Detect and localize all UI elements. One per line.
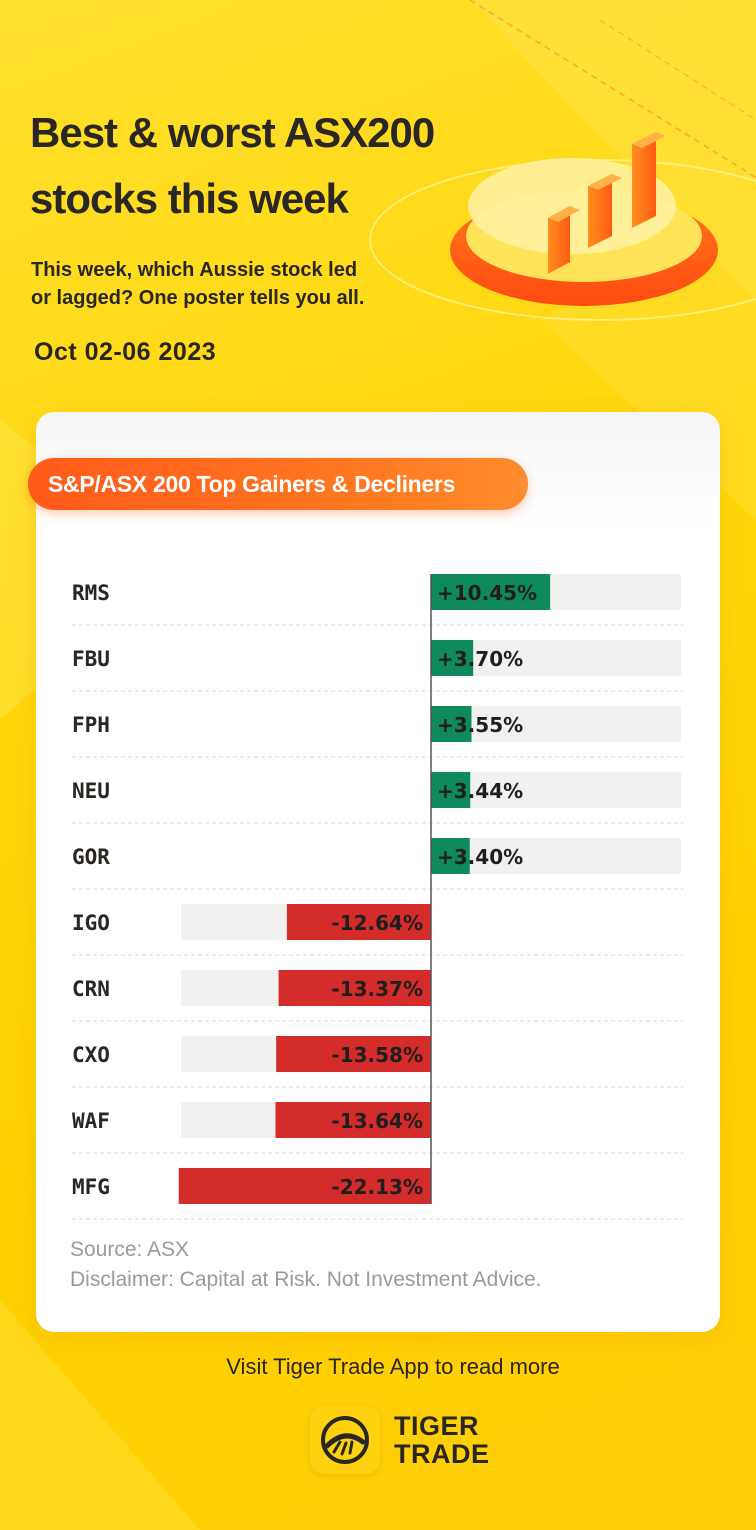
disclaimer-note: Disclaimer: Capital at Risk. Not Investm… bbox=[70, 1268, 542, 1291]
value-label-crn: -13.37% bbox=[331, 977, 423, 1001]
category-label-neu: NEU bbox=[72, 779, 110, 803]
value-label-mfg: -22.13% bbox=[331, 1175, 423, 1199]
title-line-2: stocks this week bbox=[30, 175, 349, 222]
bar-gor bbox=[431, 838, 470, 874]
bar-waf bbox=[275, 1102, 431, 1138]
value-label-igo: -12.64% bbox=[331, 911, 423, 935]
bar-track-fph bbox=[431, 706, 681, 742]
date-range: Oct 02-06 2023 bbox=[34, 338, 217, 366]
category-label-waf: WAF bbox=[72, 1109, 110, 1133]
value-label-rms: +10.45% bbox=[437, 581, 537, 605]
category-label-rms: RMS bbox=[72, 581, 110, 605]
bar-crn bbox=[278, 970, 431, 1006]
value-label-neu: +3.44% bbox=[437, 779, 523, 803]
bar-track-gor bbox=[431, 838, 681, 874]
category-label-fph: FPH bbox=[72, 713, 110, 737]
bar-rms bbox=[431, 574, 551, 610]
bar-track-neu bbox=[431, 772, 681, 808]
bar-fph bbox=[431, 706, 472, 742]
category-label-mfg: MFG bbox=[72, 1175, 110, 1199]
page-title: Best & worst ASX200 stocks this week bbox=[30, 100, 470, 232]
category-label-crn: CRN bbox=[72, 977, 110, 1001]
visit-app-link[interactable]: Visit Tiger Trade App to read more bbox=[226, 1354, 560, 1379]
bar-fbu bbox=[431, 640, 474, 676]
rising-bar-chart-icon bbox=[450, 132, 718, 306]
value-label-waf: -13.64% bbox=[331, 1109, 423, 1133]
subtitle: This week, which Aussie stock led or lag… bbox=[31, 256, 431, 312]
title-line-1: Best & worst ASX200 bbox=[30, 109, 435, 156]
source-note: Source: ASX bbox=[70, 1238, 190, 1261]
bar-cxo bbox=[276, 1036, 431, 1072]
tiger-trade-logo[interactable] bbox=[310, 1406, 380, 1474]
bar-neu bbox=[431, 772, 471, 808]
category-label-fbu: FBU bbox=[72, 647, 110, 671]
value-label-fph: +3.55% bbox=[437, 713, 523, 737]
category-label-cxo: CXO bbox=[72, 1043, 110, 1067]
bar-igo bbox=[286, 904, 431, 940]
brand-name: TIGER TRADE bbox=[394, 1412, 490, 1468]
brand-line-2: TRADE bbox=[394, 1439, 490, 1469]
diverging-bar-chart: RMS +10.45% FBU +3.70% FPH +3.55% NEU +3.44% GOR… bbox=[72, 574, 683, 1220]
brand-line-1: TIGER bbox=[394, 1411, 480, 1441]
subtitle-line-2: or lagged? One poster tells you all. bbox=[31, 287, 365, 309]
tiger-trade-logo-icon bbox=[321, 1416, 369, 1464]
subtitle-line-1: This week, which Aussie stock led bbox=[31, 259, 358, 281]
category-label-gor: GOR bbox=[72, 845, 110, 869]
category-label-igo: IGO bbox=[72, 911, 110, 935]
bar-mfg bbox=[178, 1168, 431, 1204]
value-label-fbu: +3.70% bbox=[437, 647, 523, 671]
value-label-gor: +3.40% bbox=[437, 845, 523, 869]
value-label-cxo: -13.58% bbox=[331, 1043, 423, 1067]
chart-title-pill: S&P/ASX 200 Top Gainers & Decliners bbox=[28, 458, 528, 510]
